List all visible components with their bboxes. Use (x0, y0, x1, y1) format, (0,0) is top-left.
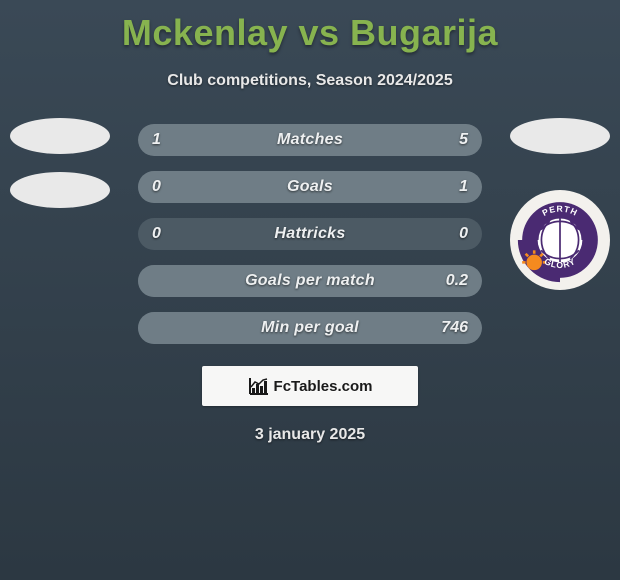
bar-value-right: 5 (459, 124, 468, 156)
left-crest-placeholder-2 (10, 172, 110, 208)
page-subtitle: Club competitions, Season 2024/2025 (0, 72, 620, 90)
chart-icon (248, 376, 270, 396)
stat-bar: 1Matches5 (138, 124, 482, 156)
bar-label: Matches (138, 124, 482, 156)
right-crest-placeholder (510, 118, 610, 154)
page-date: 3 january 2025 (0, 426, 620, 444)
stat-bar: 0Hattricks0 (138, 218, 482, 250)
attribution-text: FcTables.com (274, 378, 373, 395)
bar-label: Min per goal (138, 312, 482, 344)
comparison-bars: 1Matches50Goals10Hattricks0Goals per mat… (138, 124, 482, 344)
stat-bar: Goals per match0.2 (138, 265, 482, 297)
bar-value-right: 746 (441, 312, 468, 344)
left-player-column (10, 118, 110, 226)
bar-label: Goals per match (138, 265, 482, 297)
page-title: Mckenlay vs Bugarija (0, 0, 620, 54)
bar-label: Hattricks (138, 218, 482, 250)
perth-glory-icon: PERTH GLORY (517, 197, 603, 283)
bar-value-right: 0.2 (446, 265, 468, 297)
bar-label: Goals (138, 171, 482, 203)
bar-value-right: 1 (459, 171, 468, 203)
right-player-column: PERTH GLORY (510, 118, 610, 290)
club-badge-perth-glory: PERTH GLORY (510, 190, 610, 290)
attribution-box: FcTables.com (202, 366, 418, 406)
stat-bar: 0Goals1 (138, 171, 482, 203)
bar-value-right: 0 (459, 218, 468, 250)
left-crest-placeholder-1 (10, 118, 110, 154)
stat-bar: Min per goal746 (138, 312, 482, 344)
